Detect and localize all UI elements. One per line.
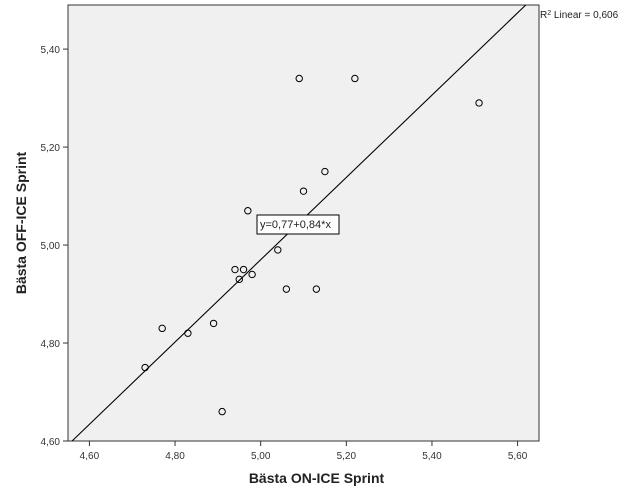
data-point (141, 363, 149, 372)
data-point (209, 319, 218, 328)
x-tick-label: 5,40 (422, 451, 442, 462)
data-point (184, 329, 192, 337)
data-point (321, 167, 329, 176)
r-squared-text: Linear = 0,606 (551, 10, 618, 21)
y-tick-label: 5,00 (41, 241, 61, 252)
data-point (158, 324, 166, 333)
y-axis-title: Bästa OFF-ICE Sprint (13, 151, 29, 294)
data-point (239, 265, 248, 274)
data-point (295, 74, 303, 83)
y-axis: 4,60 4,80 5,00 5,20 5,40 (41, 45, 68, 448)
data-point (351, 74, 359, 83)
x-tick-label: 4,60 (80, 451, 100, 462)
r-squared-sup: 2 (547, 10, 551, 17)
data-point (274, 246, 282, 254)
y-tick-label: 5,20 (41, 143, 61, 154)
r-squared-label: R2 Linear = 0,606 (540, 10, 619, 22)
x-tick-label: 5,20 (337, 451, 357, 462)
data-point (218, 407, 226, 416)
x-axis-title: Bästa ON-ICE Sprint (249, 470, 385, 486)
y-tick-label: 5,40 (41, 45, 61, 56)
r-squared-prefix: R (540, 10, 547, 21)
data-point (235, 275, 243, 284)
data-point (475, 99, 483, 107)
data-point (282, 285, 291, 293)
data-point (231, 265, 239, 274)
x-tick-label: 4,80 (165, 451, 185, 462)
data-point (312, 285, 321, 293)
equation-label: y=0,77+0,84*x (260, 219, 331, 231)
y-tick-label: 4,60 (41, 437, 61, 448)
equation-label-box: y=0,77+0,84*x (256, 214, 340, 235)
data-points (141, 74, 483, 416)
data-point (244, 207, 252, 215)
x-tick-label: 5,00 (251, 451, 271, 462)
x-tick-label: 5,60 (508, 451, 528, 462)
y-tick-label: 4,80 (41, 339, 61, 350)
data-point (299, 187, 308, 195)
data-point (248, 270, 256, 279)
x-axis: 4,60 4,80 5,00 5,20 5,40 5,60 (80, 441, 528, 462)
